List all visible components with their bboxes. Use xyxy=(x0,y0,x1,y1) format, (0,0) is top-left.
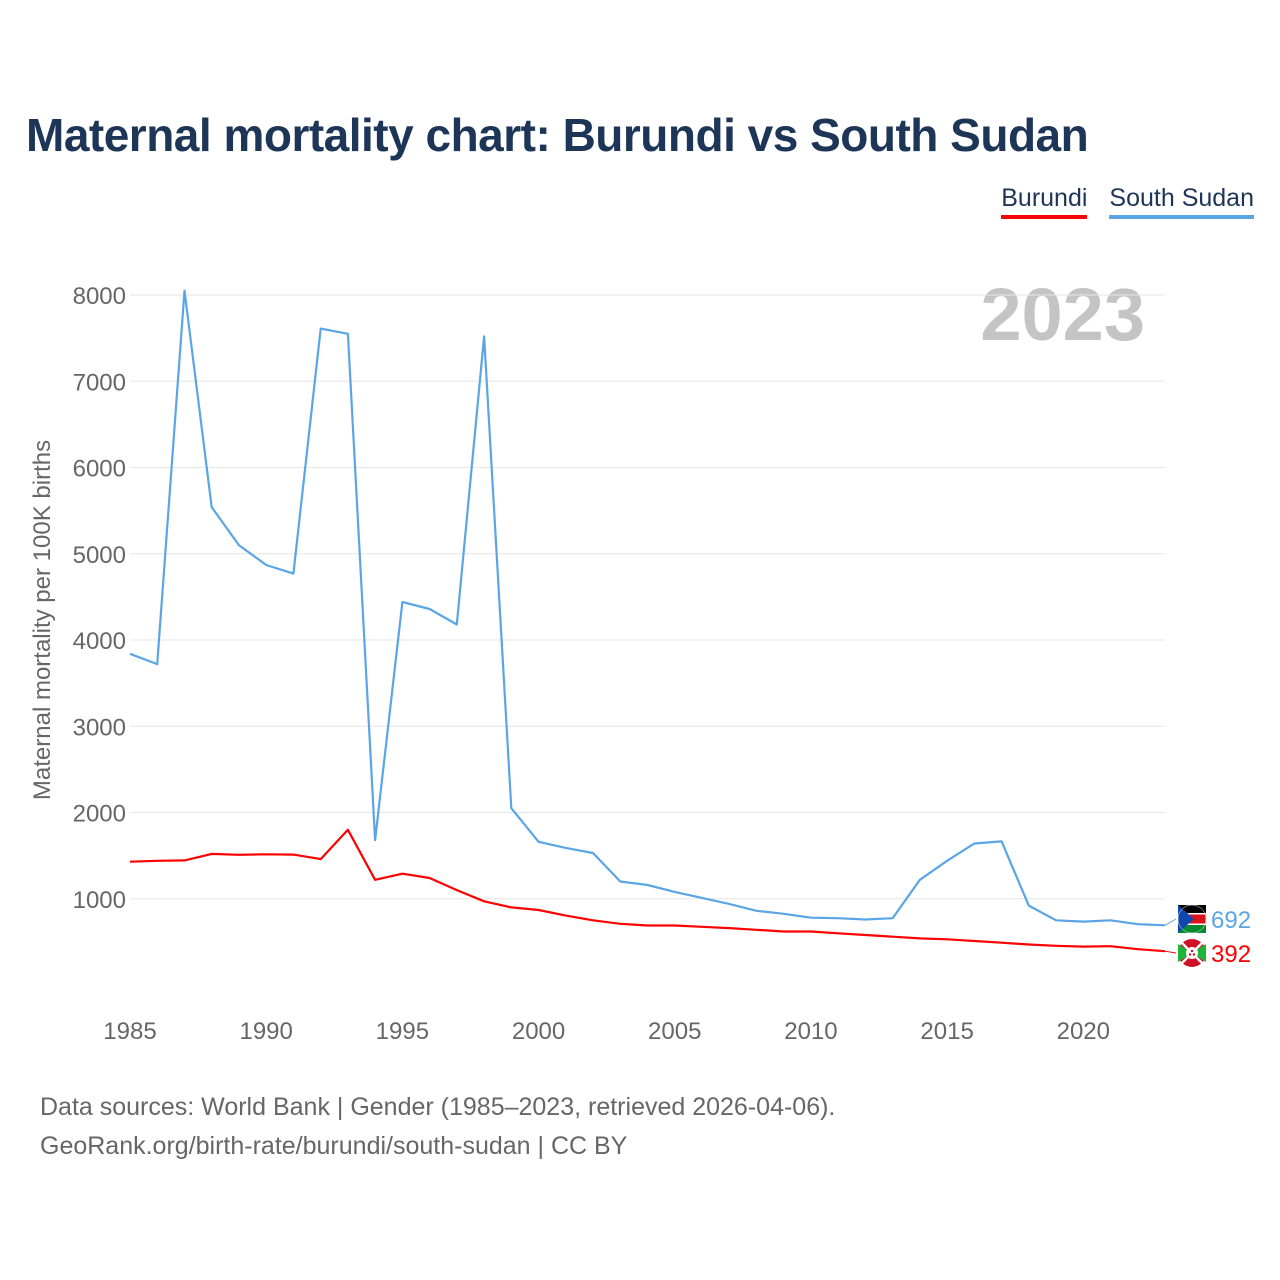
end-connector-burundi xyxy=(1164,950,1177,954)
x-tick-label: 2000 xyxy=(512,1018,565,1045)
y-tick-label: 7000 xyxy=(73,369,126,396)
end-value-label-south-sudan: 692 xyxy=(1211,907,1251,934)
x-tick-label: 2020 xyxy=(1057,1018,1110,1045)
y-tick-label: 1000 xyxy=(73,887,126,914)
legend: Burundi South Sudan xyxy=(1001,184,1254,219)
flag-south-sudan-icon xyxy=(1177,904,1207,934)
source-note: Data sources: World Bank | Gender (1985–… xyxy=(40,1088,835,1166)
end-value-label-burundi: 392 xyxy=(1211,941,1251,968)
line-chart: 2023 1000 2000 3000 4000 5000 6000 7000 8000 19… xyxy=(29,273,1251,1045)
series-line-burundi xyxy=(129,828,1166,953)
legend-item-burundi[interactable]: Burundi xyxy=(1001,184,1088,219)
x-tick-label: 2015 xyxy=(920,1018,973,1045)
y-axis-ticks: 1000 2000 3000 4000 5000 6000 7000 8000 xyxy=(73,283,126,914)
y-axis-label: Maternal mortality per 100K births xyxy=(29,440,56,800)
x-tick-label: 2010 xyxy=(784,1018,837,1045)
end-connector-south-sudan xyxy=(1164,918,1177,926)
series-line-south-sudan xyxy=(129,289,1166,927)
source-line-2: GeoRank.org/birth-rate/burundi/south-sud… xyxy=(40,1132,628,1160)
year-watermark: 2023 xyxy=(980,273,1145,356)
legend-item-south-sudan[interactable]: South Sudan xyxy=(1109,184,1254,219)
y-tick-label: 4000 xyxy=(73,628,126,655)
flag-burundi-icon xyxy=(1178,939,1206,967)
y-tick-label: 3000 xyxy=(73,714,126,741)
y-tick-label: 8000 xyxy=(73,283,126,310)
grid-lines xyxy=(130,294,1165,900)
y-tick-label: 6000 xyxy=(73,456,126,483)
source-line-1: Data sources: World Bank | Gender (1985–… xyxy=(40,1093,836,1121)
chart-title: Maternal mortality chart: Burundi vs Sou… xyxy=(26,109,1089,161)
x-tick-label: 2005 xyxy=(648,1018,701,1045)
y-tick-label: 2000 xyxy=(73,801,126,828)
series-lines xyxy=(129,289,1166,953)
y-tick-label: 5000 xyxy=(73,542,126,569)
x-tick-label: 1995 xyxy=(376,1018,429,1045)
x-tick-label: 1985 xyxy=(103,1018,156,1045)
x-tick-label: 1990 xyxy=(239,1018,292,1045)
x-axis-ticks: 1985 1990 1995 2000 2005 2010 2015 2020 xyxy=(103,1018,1110,1045)
